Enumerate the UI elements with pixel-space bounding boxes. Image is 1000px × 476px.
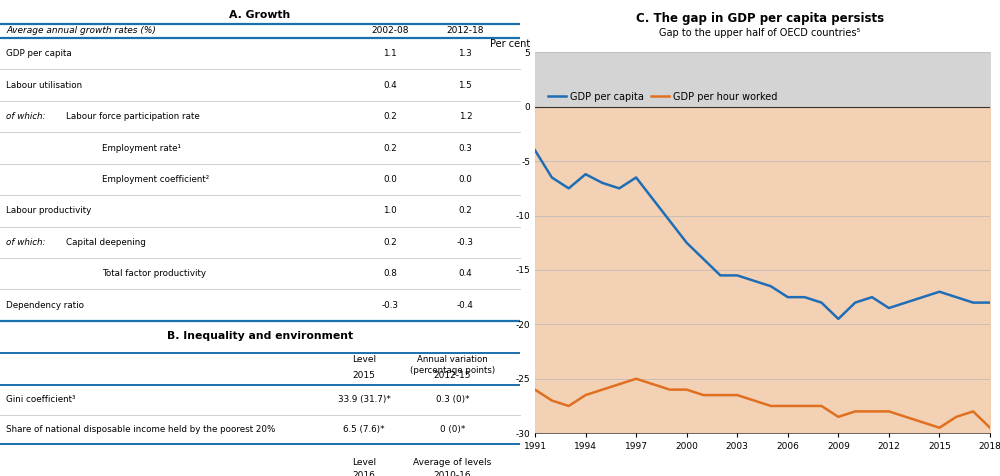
Text: 1.0: 1.0: [383, 207, 397, 215]
Text: 2010-16: 2010-16: [434, 471, 471, 476]
Text: of which:: of which:: [6, 112, 46, 121]
Text: 0.2: 0.2: [383, 112, 397, 121]
Text: 2012-15: 2012-15: [434, 371, 471, 380]
Text: 0 (0)*: 0 (0)*: [440, 425, 465, 434]
Text: Capital deepening: Capital deepening: [66, 238, 146, 247]
Text: C. The gap in GDP per capita persists: C. The gap in GDP per capita persists: [636, 12, 884, 25]
Text: 0.2: 0.2: [459, 207, 472, 215]
Legend: GDP per capita, GDP per hour worked: GDP per capita, GDP per hour worked: [544, 88, 781, 106]
Text: 1.3: 1.3: [459, 50, 472, 58]
Text: Gap to the upper half of OECD countries⁵: Gap to the upper half of OECD countries⁵: [659, 28, 861, 38]
Text: 0.3: 0.3: [458, 144, 472, 152]
Text: A. Growth: A. Growth: [229, 10, 291, 20]
Text: -0.4: -0.4: [457, 301, 474, 309]
Text: Employment coefficient²: Employment coefficient²: [102, 175, 210, 184]
Text: Average annual growth rates (%): Average annual growth rates (%): [6, 27, 156, 35]
Text: Labour utilisation: Labour utilisation: [6, 81, 82, 89]
Text: GDP per capita: GDP per capita: [6, 50, 72, 58]
Text: 2016: 2016: [353, 471, 375, 476]
Text: 0.8: 0.8: [383, 269, 397, 278]
Text: -0.3: -0.3: [457, 238, 474, 247]
Text: B. Inequality and environment: B. Inequality and environment: [167, 331, 353, 341]
Text: 2012-18: 2012-18: [447, 27, 484, 35]
Text: Per cent: Per cent: [490, 39, 530, 49]
Text: 33.9 (31.7)*: 33.9 (31.7)*: [338, 396, 390, 404]
Text: 0.2: 0.2: [383, 144, 397, 152]
Text: 0.0: 0.0: [458, 175, 472, 184]
Text: 0.4: 0.4: [383, 81, 397, 89]
Text: Total factor productivity: Total factor productivity: [102, 269, 206, 278]
Text: Level: Level: [352, 355, 376, 364]
Text: Annual variation
(percentage points): Annual variation (percentage points): [410, 355, 495, 375]
Text: 0.3 (0)*: 0.3 (0)*: [436, 396, 469, 404]
Text: Average of levels: Average of levels: [413, 458, 492, 467]
Text: 6.5 (7.6)*: 6.5 (7.6)*: [343, 425, 385, 434]
Text: Gini coefficient³: Gini coefficient³: [6, 396, 76, 404]
Text: 2002-08: 2002-08: [371, 27, 409, 35]
Text: 2015: 2015: [353, 371, 375, 380]
Text: 0.4: 0.4: [459, 269, 472, 278]
Text: -0.3: -0.3: [382, 301, 398, 309]
Text: 0.0: 0.0: [383, 175, 397, 184]
Text: Share of national disposable income held by the poorest 20%: Share of national disposable income held…: [6, 425, 276, 434]
Text: Employment rate¹: Employment rate¹: [102, 144, 181, 152]
Text: Labour force participation rate: Labour force participation rate: [66, 112, 200, 121]
Text: Dependency ratio: Dependency ratio: [6, 301, 84, 309]
Text: 1.5: 1.5: [459, 81, 472, 89]
Text: Labour productivity: Labour productivity: [6, 207, 91, 215]
Text: 1.1: 1.1: [383, 50, 397, 58]
Text: Level: Level: [352, 458, 376, 467]
Text: 1.2: 1.2: [459, 112, 472, 121]
Text: of which:: of which:: [6, 238, 46, 247]
Text: 0.2: 0.2: [383, 238, 397, 247]
